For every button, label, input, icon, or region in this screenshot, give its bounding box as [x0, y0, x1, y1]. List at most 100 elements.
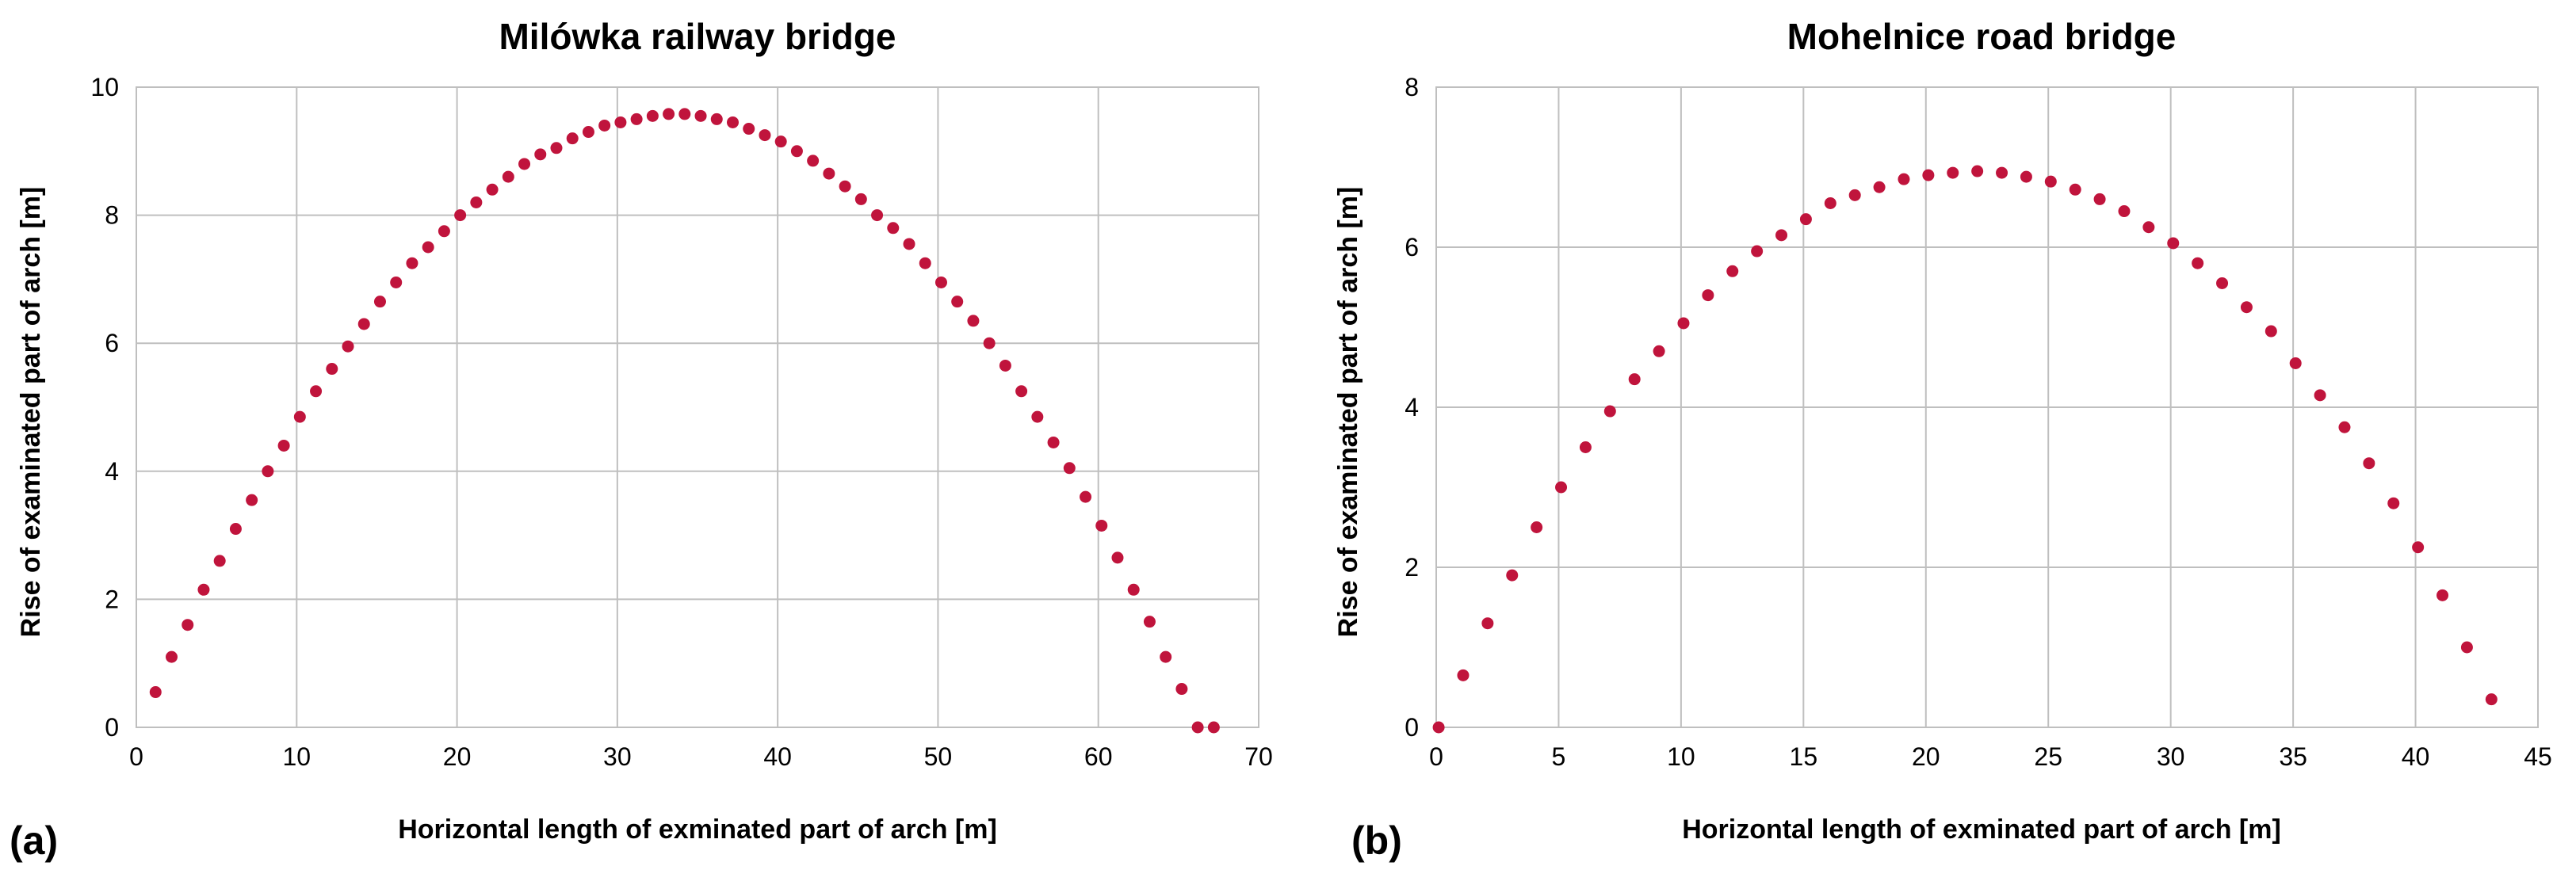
- data-point: [422, 241, 434, 254]
- ticks: 0 5 10 15 20 25 30 35 40 45 0 2 4 6 8: [1405, 73, 2552, 771]
- data-point: [550, 142, 563, 154]
- x-tick-label: 30: [603, 742, 632, 771]
- x-tick-label: 25: [2034, 742, 2062, 771]
- x-tick-label: 30: [2157, 742, 2185, 771]
- y-tick-label: 10: [90, 73, 119, 101]
- data-point: [293, 410, 306, 423]
- data-point: [1628, 373, 1641, 386]
- data-point: [1898, 173, 1910, 185]
- x-tick-label: 10: [1667, 742, 1695, 771]
- grid: [1435, 86, 2539, 728]
- data-point: [646, 109, 659, 122]
- chart-title: Milówka railway bridge: [499, 16, 896, 57]
- x-tick-label: 0: [1429, 742, 1443, 771]
- data-point: [871, 209, 884, 222]
- data-point: [1063, 462, 1076, 475]
- data-point: [229, 523, 242, 536]
- data-point: [1095, 519, 1108, 532]
- data-point: [919, 257, 931, 269]
- data-point: [2314, 389, 2326, 402]
- x-tick-label: 50: [924, 742, 953, 771]
- y-tick-label: 6: [1405, 233, 1419, 261]
- x-tick-label: 60: [1084, 742, 1113, 771]
- data-point: [999, 359, 1011, 372]
- data-point: [887, 222, 900, 235]
- data-point: [727, 116, 740, 128]
- data-point: [1603, 405, 1616, 418]
- data-point: [743, 123, 755, 135]
- data-point: [390, 276, 403, 288]
- data-point: [694, 109, 707, 122]
- x-tick-label: 10: [282, 742, 311, 771]
- data-point: [373, 296, 386, 308]
- data-point: [2240, 301, 2253, 314]
- data-point: [310, 385, 323, 398]
- panel-label: (b): [1351, 818, 1402, 863]
- data-point: [197, 583, 210, 596]
- data-point: [213, 555, 226, 567]
- data-point: [807, 154, 820, 167]
- data-point: [1127, 583, 1140, 596]
- y-tick-label: 4: [1405, 393, 1419, 422]
- y-tick-label: 2: [1405, 553, 1419, 582]
- data-point: [983, 337, 996, 349]
- data-point: [1751, 245, 1764, 257]
- data-point: [2363, 457, 2375, 470]
- data-point: [2460, 641, 2473, 654]
- data-point: [1160, 650, 1172, 663]
- data-point: [470, 196, 483, 208]
- data-point: [854, 193, 867, 205]
- data-point: [663, 108, 675, 120]
- y-axis-label: Rise of examinated part of arch [m]: [16, 187, 46, 638]
- data-point: [2387, 497, 2400, 509]
- y-tick-label: 4: [105, 457, 119, 486]
- data-point: [598, 119, 611, 132]
- y-tick-label: 0: [105, 713, 119, 742]
- data-point: [1207, 721, 1220, 734]
- data-point: [342, 340, 354, 353]
- ticks: 0 10 20 30 40 50 60 70 0 2 4 6 8 10: [90, 73, 1272, 771]
- data-point: [2167, 237, 2180, 250]
- data-point: [614, 116, 627, 128]
- data-point: [277, 439, 290, 452]
- panel-label: (a): [10, 818, 58, 863]
- data-point: [246, 494, 258, 506]
- data-point: [2118, 205, 2131, 218]
- data-point: [534, 148, 547, 161]
- data-point: [934, 276, 947, 288]
- data-point: [1175, 683, 1188, 696]
- data-point: [1031, 410, 1044, 423]
- data-point: [1726, 265, 1739, 277]
- data-point: [678, 108, 691, 120]
- y-tick-label: 8: [1405, 73, 1419, 101]
- y-tick-label: 6: [105, 329, 119, 357]
- data-point: [1047, 436, 1060, 448]
- data-point: [1677, 317, 1690, 330]
- data-point: [1457, 669, 1470, 681]
- x-tick-label: 0: [129, 742, 143, 771]
- data-point: [2436, 589, 2449, 601]
- data-point: [2216, 277, 2229, 289]
- data-point: [2192, 257, 2204, 269]
- data-point: [2289, 357, 2302, 369]
- data-point: [518, 158, 531, 170]
- data-point: [326, 363, 338, 376]
- data-point: [2020, 170, 2032, 183]
- x-tick-label: 20: [1912, 742, 1940, 771]
- data-point: [790, 145, 803, 158]
- y-tick-label: 2: [105, 585, 119, 613]
- data-point: [1111, 551, 1124, 564]
- data-point: [1824, 196, 1836, 209]
- data-point: [1506, 569, 1519, 582]
- data-point: [502, 170, 514, 183]
- data-point: [2485, 693, 2498, 706]
- data-point: [1015, 385, 1028, 398]
- data-point: [967, 315, 980, 327]
- data-point: [1653, 345, 1665, 357]
- data-point: [2093, 193, 2106, 205]
- data-point: [951, 296, 964, 308]
- data-point: [1702, 289, 1714, 302]
- data-point: [903, 238, 915, 250]
